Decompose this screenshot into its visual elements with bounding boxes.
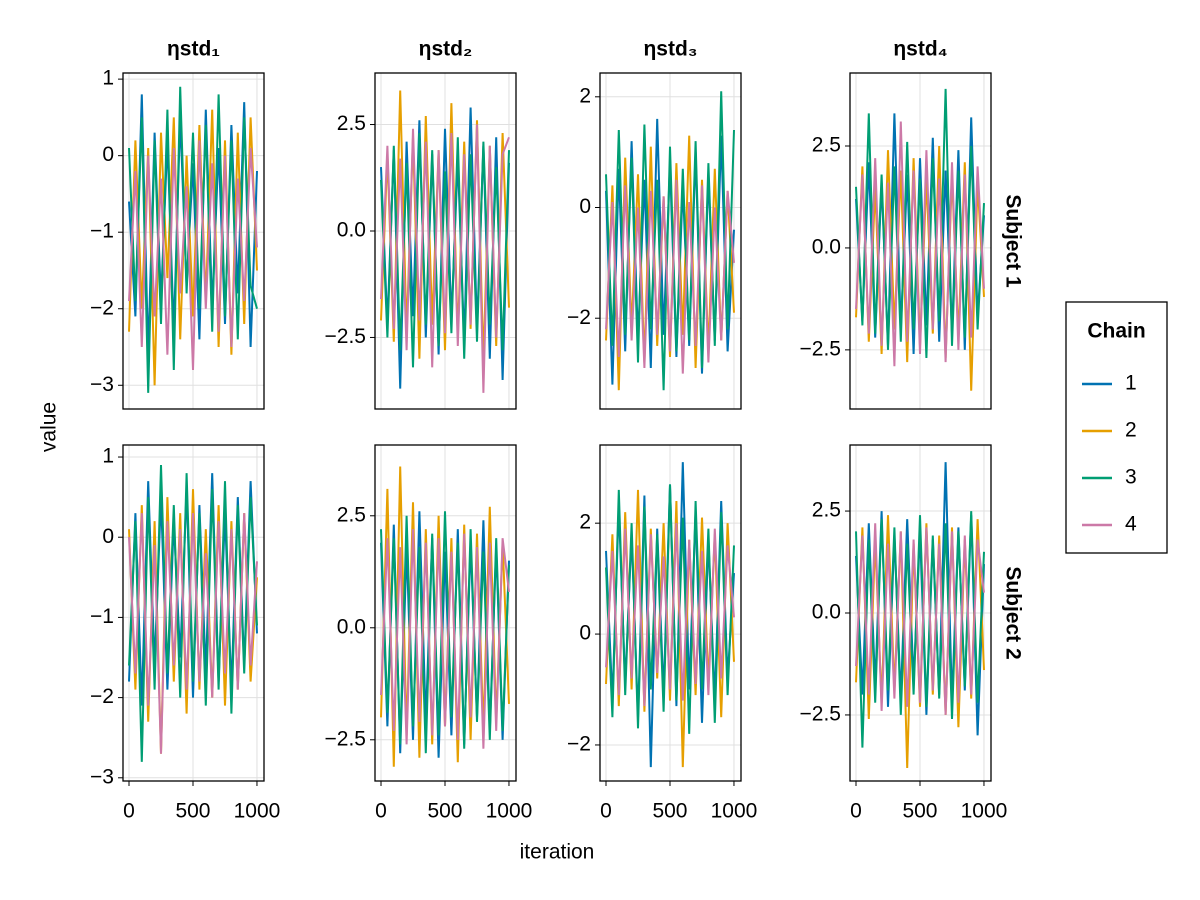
y-tick-label: 2 <box>579 84 591 107</box>
y-tick-label: −1 <box>90 220 114 243</box>
x-tick-label: 1000 <box>486 800 533 823</box>
y-tick-label: 0 <box>102 143 114 166</box>
x-tick-label: 0 <box>123 800 135 823</box>
panel-title: ηstd₂ <box>419 38 473 61</box>
y-tick-label: 0 <box>102 525 114 548</box>
y-tick-label: −2 <box>90 296 114 319</box>
trace-line <box>855 523 985 715</box>
legend-label: 2 <box>1125 419 1137 442</box>
x-tick-label: 1000 <box>234 800 281 823</box>
trace-line <box>128 86 258 393</box>
y-tick-label: −2.5 <box>325 325 366 348</box>
legend-frame <box>1065 301 1168 554</box>
row-label: Subject 2 <box>1001 566 1024 659</box>
x-tick-label: 1000 <box>961 800 1008 823</box>
x-tick-label: 500 <box>902 800 937 823</box>
y-tick-label: 2.5 <box>337 112 366 135</box>
panel-frame <box>599 72 742 410</box>
trace-line <box>380 124 510 393</box>
panel-title: ηstd₄ <box>893 38 947 61</box>
y-tick-label: 1 <box>102 67 114 90</box>
trace-line <box>380 511 510 754</box>
y-tick-label: −2.5 <box>325 727 366 750</box>
panel-frame <box>122 444 265 782</box>
y-tick-label: 0.0 <box>812 235 841 258</box>
x-tick-label: 0 <box>375 800 387 823</box>
trace-line <box>605 179 735 374</box>
y-tick-label: −2 <box>567 306 591 329</box>
row-label: Subject 1 <box>1001 194 1024 288</box>
y-tick-label: −2 <box>567 733 591 756</box>
trace-line <box>128 140 258 371</box>
x-tick-label: 500 <box>427 800 462 823</box>
y-tick-label: −2 <box>90 685 114 708</box>
y-tick-label: 0 <box>579 195 591 218</box>
trace-line <box>855 88 985 359</box>
y-axis-label: value <box>38 402 61 452</box>
x-tick-label: 0 <box>600 800 612 823</box>
y-tick-label: 2.5 <box>812 499 841 522</box>
panel-title: ηstd₃ <box>643 38 697 61</box>
trace-line <box>605 91 735 391</box>
panel-title: ηstd₁ <box>167 38 220 61</box>
y-tick-label: 0.0 <box>337 615 366 638</box>
x-axis-label: iteration <box>520 841 595 864</box>
legend-label: 4 <box>1125 513 1137 536</box>
x-tick-label: 500 <box>175 800 210 823</box>
x-tick-label: 0 <box>850 800 862 823</box>
trace-line <box>855 511 985 748</box>
y-tick-label: −1 <box>90 605 114 628</box>
y-tick-label: −3 <box>90 765 114 788</box>
trace-line <box>605 523 735 707</box>
x-tick-label: 1000 <box>711 800 758 823</box>
legend-label: 1 <box>1125 372 1137 395</box>
y-tick-label: 0.0 <box>812 601 841 624</box>
y-tick-label: 1 <box>102 445 114 468</box>
panel-frame <box>122 72 265 410</box>
panel-frame <box>374 444 517 782</box>
y-tick-label: 0.0 <box>337 219 366 242</box>
x-tick-label: 500 <box>652 800 687 823</box>
legend-title: Chain <box>1087 320 1145 343</box>
legend-label: 3 <box>1125 466 1137 489</box>
trace-line <box>855 121 985 367</box>
trace-line <box>605 484 735 734</box>
trace-line <box>128 513 258 754</box>
panel-frame <box>849 72 992 410</box>
trace-line <box>128 464 258 762</box>
y-tick-label: −3 <box>90 373 114 396</box>
y-tick-label: 2.5 <box>337 503 366 526</box>
y-tick-label: 2.5 <box>812 134 841 157</box>
y-tick-label: −2.5 <box>800 337 841 360</box>
panel-frame <box>849 444 992 782</box>
panel-frame <box>599 444 742 782</box>
y-tick-label: 2 <box>579 511 591 534</box>
trace-line <box>380 529 510 749</box>
y-tick-label: 0 <box>579 622 591 645</box>
y-tick-label: −2.5 <box>800 702 841 725</box>
panel-frame <box>374 72 517 410</box>
